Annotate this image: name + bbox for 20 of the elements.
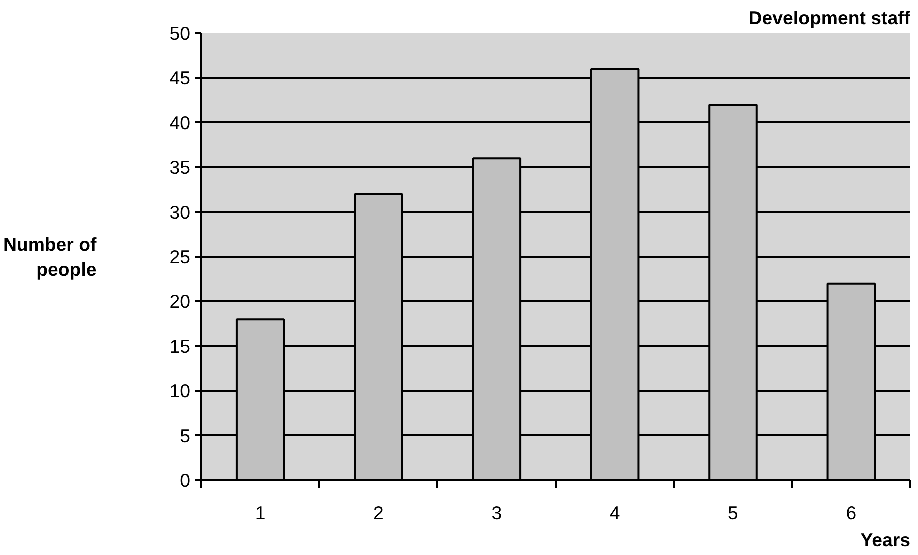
y-tick-label: 35 (170, 157, 191, 178)
x-axis-title: Years (860, 530, 911, 550)
x-tick-label: 3 (492, 502, 502, 524)
x-tick-label: 5 (728, 502, 738, 524)
x-tick-label: 6 (846, 502, 857, 524)
chart-title: Development staff (748, 8, 912, 28)
y-tick-label: 45 (170, 68, 191, 89)
y-axis-title: Number of people (3, 234, 98, 280)
x-tick-label: 2 (374, 502, 384, 524)
y-tick-label: 15 (170, 336, 191, 357)
y-tick-label: 5 (180, 425, 191, 446)
y-tick-label: 50 (170, 23, 191, 44)
x-tick-label: 1 (255, 502, 266, 524)
y-tick-label: 40 (170, 112, 191, 134)
y-tick-label: 10 (170, 380, 191, 402)
x-tick-label: 4 (610, 502, 620, 524)
y-tick-label: 0 (180, 470, 191, 491)
y-tick-label: 30 (170, 202, 191, 223)
y-tick-label: 25 (170, 246, 191, 268)
y-tick-label: 20 (170, 291, 191, 312)
